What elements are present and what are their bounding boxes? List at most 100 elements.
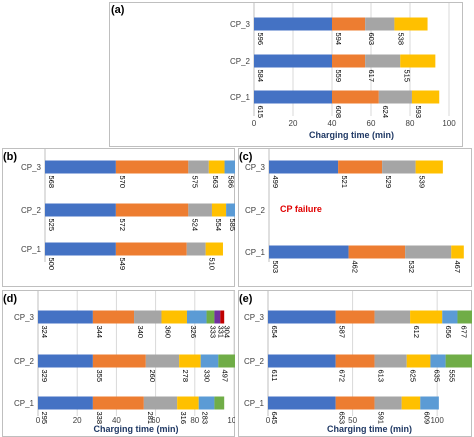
segment-data-label: 515 bbox=[402, 70, 411, 83]
bar-segment bbox=[268, 310, 336, 324]
bar-segment bbox=[198, 396, 215, 410]
bar-segment bbox=[457, 310, 472, 324]
bar-segment bbox=[224, 160, 235, 174]
category-label: CP_3 bbox=[245, 163, 266, 172]
bar-segment bbox=[268, 354, 336, 368]
bar-segment bbox=[115, 242, 187, 256]
bar-segment bbox=[400, 54, 436, 68]
bar-segment bbox=[115, 203, 189, 217]
bar-segment bbox=[269, 245, 349, 259]
category-label: CP_3 bbox=[230, 20, 251, 29]
category-label: CP_2 bbox=[245, 206, 266, 215]
segment-data-label: 283 bbox=[201, 412, 210, 425]
x-tick-label: 60 bbox=[367, 119, 376, 128]
segment-data-label: 500 bbox=[47, 258, 56, 271]
bar-segment bbox=[45, 203, 116, 217]
bar-segment bbox=[335, 310, 375, 324]
segment-data-label: 329 bbox=[40, 370, 49, 383]
segment-data-label: 559 bbox=[334, 70, 343, 83]
x-tick-label: 100 bbox=[227, 416, 235, 425]
x-tick-label: 0 bbox=[252, 119, 257, 128]
segment-data-label: 672 bbox=[338, 370, 347, 383]
category-label: CP_1 bbox=[21, 245, 42, 254]
bar-segment bbox=[254, 90, 332, 104]
segment-data-label: 586 bbox=[227, 176, 235, 189]
segment-data-label: 617 bbox=[367, 70, 376, 83]
x-tick-label: 40 bbox=[112, 416, 121, 425]
segment-data-label: 594 bbox=[334, 33, 343, 46]
segment-data-label: 608 bbox=[334, 106, 343, 119]
segment-data-label: 609 bbox=[422, 412, 431, 425]
segment-data-label: 532 bbox=[407, 261, 416, 274]
bar-segment bbox=[405, 245, 452, 259]
category-label: CP_3 bbox=[14, 313, 35, 322]
segment-data-label: 570 bbox=[118, 176, 127, 189]
segment-data-label: 572 bbox=[118, 219, 127, 232]
segment-data-label: 324 bbox=[40, 326, 49, 339]
segment-data-label: 677 bbox=[459, 326, 468, 339]
bar-segment bbox=[92, 354, 146, 368]
bar-segment bbox=[161, 310, 187, 324]
segment-data-label: 563 bbox=[211, 176, 220, 189]
bar-segment bbox=[218, 354, 235, 368]
category-label: CP_2 bbox=[244, 357, 265, 366]
segment-data-label: 304 bbox=[222, 326, 231, 339]
segment-data-label: 462 bbox=[351, 261, 360, 274]
segment-data-label: 344 bbox=[95, 326, 104, 339]
segment-data-label: 503 bbox=[271, 261, 280, 274]
category-label: CP_3 bbox=[244, 313, 265, 322]
segment-data-label: 260 bbox=[148, 370, 157, 383]
segment-data-label: 525 bbox=[47, 219, 56, 232]
bar-segment bbox=[430, 354, 446, 368]
x-tick-label: 0 bbox=[36, 416, 41, 425]
x-tick-label: 20 bbox=[289, 119, 298, 128]
category-label: CP_1 bbox=[230, 93, 251, 102]
segment-data-label: 653 bbox=[338, 412, 347, 425]
segment-data-label: 355 bbox=[95, 370, 104, 383]
chart-panel-e: (e) CP_1 645 653 591 609 CP_2 611 672 613 625 635 55… bbox=[238, 290, 472, 437]
category-label: CP_1 bbox=[245, 248, 266, 257]
x-tick-label: 50 bbox=[348, 416, 357, 425]
bar-segment bbox=[186, 310, 207, 324]
bar-segment bbox=[38, 354, 93, 368]
segment-data-label: 529 bbox=[384, 176, 393, 189]
category-label: CP_1 bbox=[14, 399, 35, 408]
bar-segment bbox=[188, 203, 212, 217]
segment-data-label: 554 bbox=[214, 219, 223, 232]
x-tick-label: 0 bbox=[266, 416, 271, 425]
segment-data-label: 587 bbox=[338, 326, 347, 339]
bar-segment bbox=[382, 160, 416, 174]
bar-segment bbox=[365, 54, 401, 68]
category-label: CP_1 bbox=[244, 399, 265, 408]
x-tick-label: 60 bbox=[151, 416, 160, 425]
bar-segment bbox=[145, 354, 180, 368]
category-label: CP_3 bbox=[21, 163, 42, 172]
bar-segment bbox=[214, 310, 221, 324]
segment-data-label: 467 bbox=[453, 261, 462, 274]
segment-data-label: 330 bbox=[203, 370, 212, 383]
x-axis-title: Charging time (min) bbox=[327, 424, 412, 434]
bar-segment bbox=[374, 310, 411, 324]
panel-label: (d) bbox=[3, 293, 17, 305]
failure-annotation: CP failure bbox=[280, 204, 322, 214]
bar-segment bbox=[374, 354, 407, 368]
segment-data-label: 603 bbox=[367, 33, 376, 46]
bar-segment bbox=[394, 17, 428, 31]
segment-data-label: 625 bbox=[409, 370, 418, 383]
segment-data-label: 585 bbox=[228, 219, 235, 232]
category-label: CP_2 bbox=[230, 57, 251, 66]
segment-data-label: 278 bbox=[181, 370, 190, 383]
bar-segment bbox=[92, 396, 144, 410]
segment-data-label: 654 bbox=[270, 326, 279, 339]
x-axis-title: Charging time (min) bbox=[94, 424, 179, 434]
x-tick-label: 80 bbox=[406, 119, 415, 128]
bar-segment bbox=[208, 160, 225, 174]
chart-panel-a: (a) CP_1 615 608 624 593 CP_2 584 559 617 515 CP_3 5… bbox=[109, 2, 463, 147]
segment-data-label: 360 bbox=[163, 326, 172, 339]
segment-data-label: 326 bbox=[189, 326, 198, 339]
segment-data-label: 568 bbox=[47, 176, 56, 189]
bar-segment bbox=[226, 203, 235, 217]
bar-segment bbox=[335, 354, 375, 368]
chart-panel-d: (d) CP_1 295 338 281 316 283 CP_2 329 355 260 278 33… bbox=[2, 290, 235, 437]
